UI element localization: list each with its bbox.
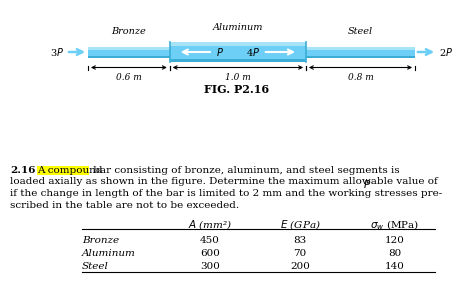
Bar [170, 59, 306, 62]
Text: 300: 300 [200, 262, 220, 271]
Bar [36, 166, 88, 175]
Text: $\sigma_w$ (MPa): $\sigma_w$ (MPa) [370, 218, 420, 232]
Text: 0.8 m: 0.8 m [348, 72, 373, 81]
Bar [88, 56, 170, 57]
Text: loaded axially as shown in the figure. Determine the maximum allowable value of: loaded axially as shown in the figure. D… [10, 178, 441, 186]
Text: 70: 70 [293, 249, 307, 257]
Text: $E$ (GPa): $E$ (GPa) [280, 218, 321, 231]
Text: $P$: $P$ [216, 46, 224, 58]
Text: 80: 80 [388, 249, 402, 257]
Text: if the change in length of the bar is limited to 2 mm and the working stresses p: if the change in length of the bar is li… [10, 189, 442, 198]
Bar [170, 42, 306, 62]
Bar [88, 47, 170, 50]
Text: bar consisting of bronze, aluminum, and steel segments is: bar consisting of bronze, aluminum, and … [90, 166, 400, 175]
Text: 4$P$: 4$P$ [246, 46, 260, 58]
Text: Bronze: Bronze [112, 27, 146, 36]
Text: 140: 140 [385, 262, 405, 271]
Text: Steel: Steel [348, 27, 373, 36]
Bar [306, 47, 415, 50]
Text: 2.16: 2.16 [10, 166, 35, 175]
Text: Aluminum: Aluminum [82, 249, 136, 257]
Text: Bronze: Bronze [82, 236, 119, 245]
Text: 600: 600 [200, 249, 220, 257]
Text: $P$: $P$ [363, 178, 371, 189]
Text: 450: 450 [200, 236, 220, 245]
Bar [170, 42, 306, 47]
Text: Steel: Steel [82, 262, 109, 271]
Text: FIG. P2.16: FIG. P2.16 [204, 84, 269, 95]
Bar [306, 47, 415, 57]
Bar [88, 47, 170, 57]
Text: $A$ (mm²): $A$ (mm²) [188, 218, 232, 231]
Text: 83: 83 [293, 236, 307, 245]
Text: 120: 120 [385, 236, 405, 245]
Text: A compound: A compound [37, 166, 103, 175]
Text: Aluminum: Aluminum [213, 23, 263, 32]
Text: 200: 200 [290, 262, 310, 271]
Text: scribed in the table are not to be exceeded.: scribed in the table are not to be excee… [10, 201, 239, 209]
Text: 2$P$: 2$P$ [439, 46, 453, 58]
Text: 0.6 m: 0.6 m [116, 72, 142, 81]
Text: 3$P$: 3$P$ [50, 46, 64, 58]
Text: 1.0 m: 1.0 m [225, 72, 251, 81]
Bar [306, 56, 415, 57]
